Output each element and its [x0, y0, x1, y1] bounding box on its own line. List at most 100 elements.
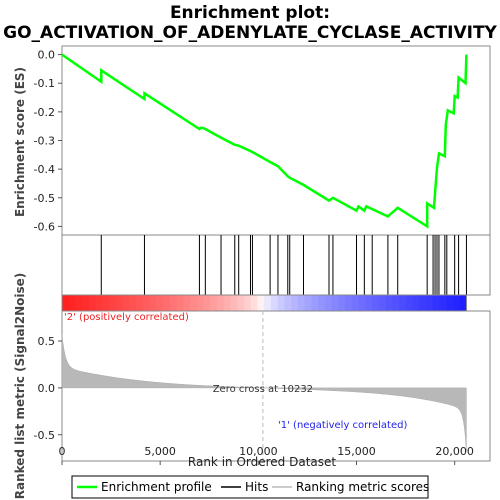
es-y-tick-label: -0.4 [34, 163, 55, 176]
ribbon-segment [277, 295, 285, 311]
ribbon-segment [372, 295, 380, 311]
legend-box [71, 475, 429, 499]
metric-y-tick-label: -0.5 [34, 429, 55, 442]
metric-y-tick-label: 0.0 [38, 382, 56, 395]
ribbon-segment [176, 295, 184, 311]
ribbon-segment [243, 295, 252, 311]
ribbon-segment [365, 295, 373, 311]
legend-hits-label: Hits [245, 480, 268, 494]
ribbon-segment [68, 295, 76, 311]
ribbon-segment [378, 295, 386, 311]
ribbon-segment [412, 295, 420, 311]
ribbon-segment [264, 295, 272, 311]
ribbon-segment [297, 295, 306, 311]
ribbon-segment [358, 295, 366, 311]
ribbon-segment [95, 295, 103, 311]
ribbon-segment [115, 295, 124, 311]
es-y-tick-label: -0.5 [34, 192, 55, 205]
legend: Enrichment profile Hits Ranking metric s… [71, 475, 429, 499]
x-tick-label: 5,000 [144, 445, 176, 458]
ribbon-segment [203, 295, 211, 311]
ribbon-segment [459, 295, 467, 311]
ribbon-segment [169, 295, 177, 311]
ribbon-segment [425, 295, 434, 311]
es-y-axis: 0.0 -0.1 -0.2 -0.3 -0.4 -0.5 -0.6 [34, 49, 62, 233]
ribbon-segment [446, 295, 454, 311]
rank-color-ribbon [61, 294, 467, 312]
ribbon-segment [88, 295, 97, 311]
chart-subtitle: GO_ACTIVATION_OF_ADENYLATE_CYCLASE_ACTIV… [3, 23, 497, 43]
ribbon-segment [351, 295, 359, 311]
chart-title: Enrichment plot: [170, 3, 330, 23]
ribbon-segment [257, 295, 265, 311]
ranking-metric-area [61, 334, 467, 452]
pos-correlated-label: '2' (positively correlated) [64, 312, 189, 323]
metric-area-group [61, 334, 467, 452]
ribbon-segment [385, 295, 393, 311]
ribbon-segment [142, 295, 151, 311]
ribbon-segment [149, 295, 157, 311]
ribbon-segment [109, 295, 117, 311]
ribbon-segment [432, 295, 440, 311]
enrichment-profile-line [61, 53, 468, 229]
ribbon-segment [439, 295, 447, 311]
ribbon-segment [190, 295, 198, 311]
neg-correlated-label: '1' (negatively correlated) [278, 420, 407, 431]
ribbon-segment [75, 295, 83, 311]
ribbon-segment [291, 295, 299, 311]
ribbon-segment [311, 295, 319, 311]
ribbon-segment [338, 295, 346, 311]
legend-metric-label: Ranking metric scores [296, 480, 429, 494]
ribbon-segment [284, 295, 292, 311]
es-plot-area [61, 45, 491, 236]
legend-es-label: Enrichment profile [101, 480, 212, 494]
es-y-tick-label: -0.6 [34, 220, 55, 233]
ribbon-segment [250, 295, 258, 311]
zero-cross-label: Zero cross at 10232 [213, 384, 313, 395]
ribbon-segment [324, 295, 333, 311]
es-y-tick-label: -0.2 [34, 106, 55, 119]
ribbon-segment [318, 295, 326, 311]
ribbon-segment [136, 295, 144, 311]
ribbon-segment [419, 295, 427, 311]
ribbon-segment [399, 295, 407, 311]
ribbon-segment [405, 295, 413, 311]
metric-y-axis-label: Ranked list metric (Signal2Noise) [13, 273, 27, 500]
es-y-tick-label: -0.1 [34, 77, 55, 90]
ribbon-segment [82, 295, 90, 311]
ribbon-segment [452, 295, 461, 311]
es-curve-group [61, 53, 468, 229]
ribbon-segment [183, 295, 191, 311]
ribbon-segment [223, 295, 231, 311]
x-axis-label: Rank in Ordered Dataset [188, 455, 336, 469]
metric-y-tick-label: 0.5 [38, 335, 56, 348]
es-y-axis-label: Enrichment score (ES) [13, 67, 27, 217]
ribbon-segment [156, 295, 164, 311]
ribbon-segment [392, 295, 400, 311]
ribbon-segment [129, 295, 137, 311]
x-tick-label: 20,000 [435, 445, 474, 458]
ribbon-segment [270, 295, 279, 311]
x-tick-label: 15,000 [337, 445, 376, 458]
ribbon-segment [304, 295, 312, 311]
ribbon-segment [163, 295, 171, 311]
x-tick-label: 0 [59, 445, 66, 458]
ribbon-segment [217, 295, 225, 311]
ribbon-segment [331, 295, 339, 311]
ribbon-segment [196, 295, 204, 311]
es-y-tick-label: 0.0 [38, 49, 56, 62]
ribbon-segment [102, 295, 110, 311]
es-y-tick-label: -0.3 [34, 135, 55, 148]
x-axis: 0 5,000 10,000 15,000 20,000 [59, 445, 474, 465]
ribbon-segment [345, 295, 353, 311]
x-tick-label: 10,000 [239, 445, 278, 458]
metric-y-axis: 0.5 0.0 -0.5 [34, 335, 62, 442]
ribbon-segment [230, 295, 238, 311]
ribbon-segment [122, 295, 130, 311]
hits-group [100, 235, 467, 295]
hits-panel [61, 234, 491, 296]
ribbon-segment [62, 295, 70, 311]
ribbon-segment [237, 295, 245, 311]
ribbon-segment [210, 295, 218, 311]
